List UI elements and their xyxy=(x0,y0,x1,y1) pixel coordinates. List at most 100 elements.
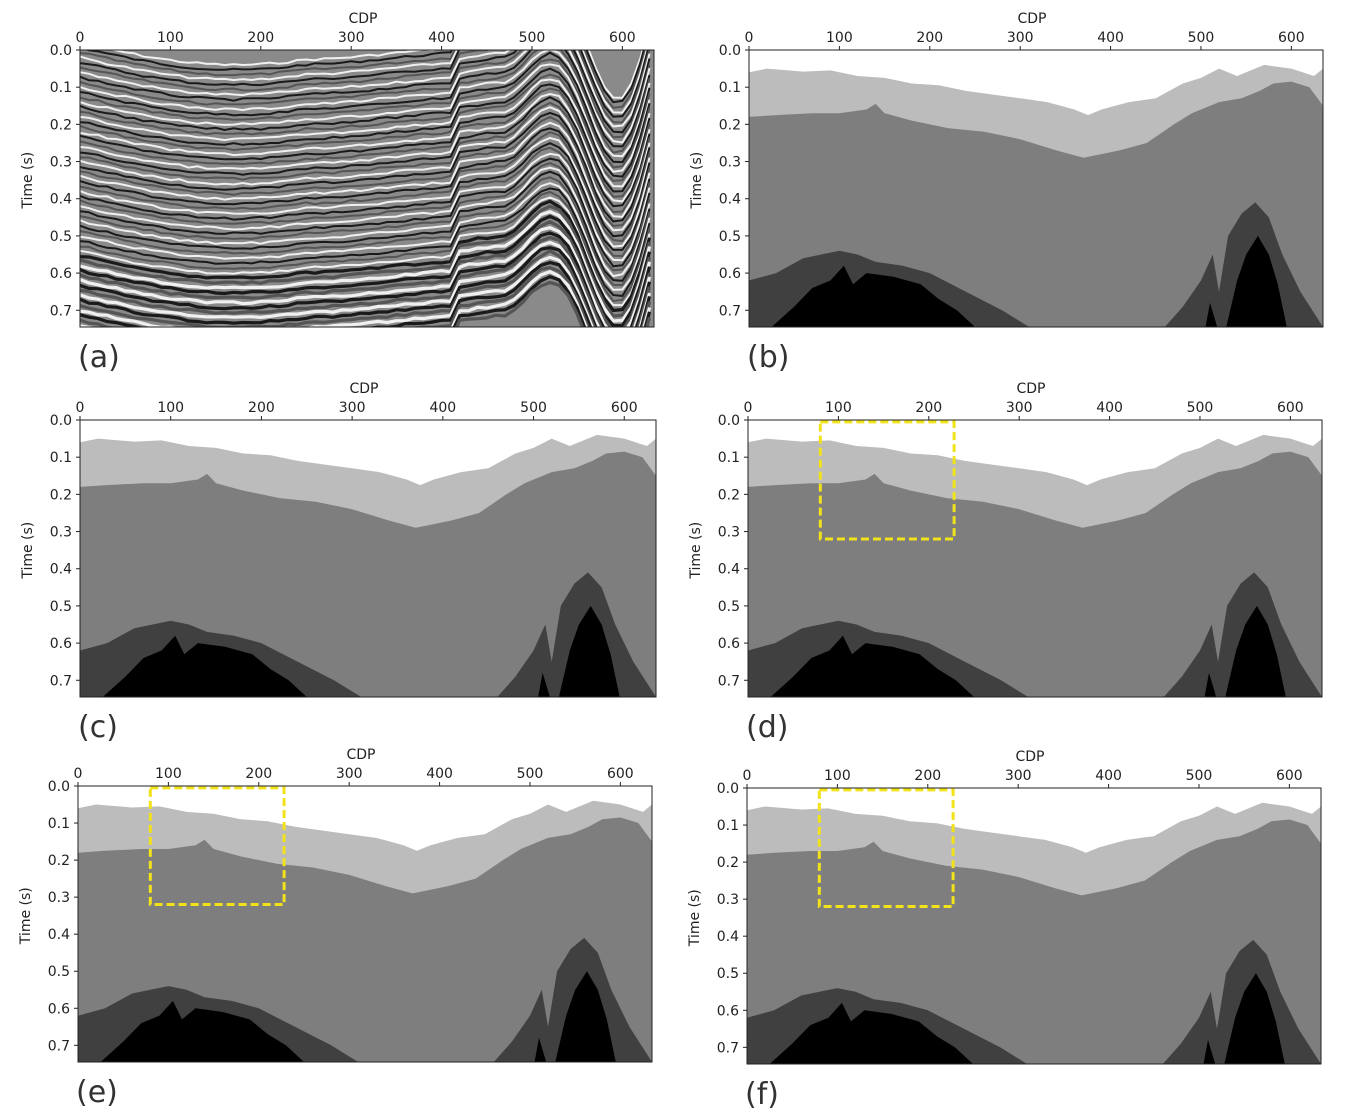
y-tick-label: 0.7 xyxy=(718,673,740,689)
y-tick-label: 0.5 xyxy=(718,599,740,615)
x-tick-label: 500 xyxy=(519,30,546,46)
panel-label: (e) xyxy=(76,1075,118,1110)
seismic-reflector xyxy=(80,209,652,323)
y-tick-label: 0.0 xyxy=(50,413,72,429)
y-tick-label: 0.5 xyxy=(48,964,70,980)
seismic-reflector xyxy=(80,226,652,327)
x-tick-label: 500 xyxy=(1186,768,1213,784)
layer-black-right xyxy=(1226,235,1287,327)
layer-black-right-small xyxy=(538,672,550,697)
seismic-reflector xyxy=(80,214,652,327)
x-tick-label: 200 xyxy=(914,768,941,784)
x-tick-label: 400 xyxy=(426,766,453,782)
x-tick-label: 200 xyxy=(915,400,942,416)
x-tick-label: 0 xyxy=(744,400,753,416)
y-tick-label: 0.0 xyxy=(48,779,70,795)
x-axis-title: CDP xyxy=(350,381,379,397)
y-tick-label: 0.1 xyxy=(718,450,740,466)
seismic-reflectors xyxy=(80,50,652,327)
x-tick-label: 200 xyxy=(248,400,275,416)
seismic-reflector xyxy=(80,78,651,188)
x-tick-label: 0 xyxy=(74,766,83,782)
y-tick-label: 0.3 xyxy=(48,890,70,906)
highlight-box xyxy=(818,420,956,541)
y-tick-label: 0.5 xyxy=(719,229,741,245)
seismic-reflector xyxy=(80,235,652,327)
seismic-reflector xyxy=(80,170,651,282)
panel-d: 0 100 200 300 400 500 600 CDP 0.0 0.1 0.2 0.3 0.4 0.5… xyxy=(688,381,1323,745)
x-tick-label: 600 xyxy=(607,766,634,782)
seismic-reflector xyxy=(80,146,651,258)
seismic-reflector xyxy=(80,50,647,109)
x-tick-label: 300 xyxy=(1007,30,1034,46)
layer-black-left xyxy=(100,1000,304,1062)
seismic-reflector xyxy=(80,115,651,227)
seismic-reflector xyxy=(80,101,651,214)
x-tick-label: 500 xyxy=(1187,400,1214,416)
y-tick-label: 0.6 xyxy=(48,1001,70,1017)
x-tick-label: 400 xyxy=(1096,400,1123,416)
layer-black-right-small xyxy=(1203,1039,1216,1064)
y-tick-label: 0.4 xyxy=(50,562,72,578)
x-tick-label: 500 xyxy=(517,766,544,782)
x-tick-label: 300 xyxy=(338,30,365,46)
seismic-reflector xyxy=(80,50,651,124)
y-axis-title: Time (s) xyxy=(688,522,704,580)
y-tick-label: 0.1 xyxy=(48,816,70,832)
seismic-reflector xyxy=(80,131,651,243)
x-axis-title: CDP xyxy=(347,747,376,763)
plot-frame xyxy=(77,785,653,1063)
x-tick-label: 300 xyxy=(1005,768,1032,784)
seismic-reflector xyxy=(80,255,652,327)
plot-frame xyxy=(79,419,657,698)
x-tick-label: 500 xyxy=(1188,30,1215,46)
y-tick-label: 0.6 xyxy=(718,636,740,652)
x-tick-label: 600 xyxy=(609,30,636,46)
y-axis-title: Time (s) xyxy=(687,889,703,947)
y-tick-label: 0.0 xyxy=(718,413,740,429)
seismic-reflector xyxy=(80,50,648,114)
layer-black-right xyxy=(555,971,616,1062)
seismic-reflector xyxy=(80,136,651,248)
seismic-reflector xyxy=(80,265,652,327)
y-tick-label: 0.5 xyxy=(50,229,72,245)
seismic-reflector xyxy=(80,92,651,203)
y-tick-label: 0.7 xyxy=(50,303,72,319)
y-tick-label: 0.4 xyxy=(719,192,741,208)
y-axis-title: Time (s) xyxy=(689,152,705,210)
seismic-reflector xyxy=(110,50,644,99)
seismic-reflector xyxy=(80,176,651,287)
y-tick-label: 0.0 xyxy=(717,781,739,797)
x-tick-label: 0 xyxy=(745,30,754,46)
seismic-reflector xyxy=(80,67,651,178)
panel-label: (a) xyxy=(78,340,120,375)
y-tick-label: 0.4 xyxy=(717,929,739,945)
seismic-reflector xyxy=(454,280,652,327)
x-tick-label: 200 xyxy=(247,30,274,46)
y-tick-label: 0.2 xyxy=(50,487,72,503)
x-tick-label: 400 xyxy=(1095,768,1122,784)
seismic-reflector xyxy=(80,121,651,232)
x-tick-label: 300 xyxy=(339,400,366,416)
y-tick-label: 0.1 xyxy=(717,818,739,834)
seismic-reflector xyxy=(80,50,651,134)
seismic-reflector xyxy=(452,274,652,327)
y-tick-label: 0.2 xyxy=(48,853,70,869)
y-axis-title: Time (s) xyxy=(20,522,36,580)
y-tick-label: 0.5 xyxy=(717,966,739,982)
seismic-reflector xyxy=(80,50,651,148)
y-axis-title: Time (s) xyxy=(18,887,34,945)
x-axis-title: CDP xyxy=(349,11,378,27)
x-tick-label: 300 xyxy=(1006,400,1033,416)
highlight-box xyxy=(148,786,286,907)
seismic-reflector xyxy=(80,269,652,327)
plot-frame xyxy=(79,49,655,328)
y-tick-label: 0.0 xyxy=(719,43,741,59)
y-tick-label: 0.6 xyxy=(50,636,72,652)
x-tick-label: 600 xyxy=(611,400,638,416)
x-tick-label: 600 xyxy=(1277,400,1304,416)
y-tick-label: 0.3 xyxy=(718,525,740,541)
x-tick-label: 100 xyxy=(157,400,184,416)
x-tick-label: 300 xyxy=(336,766,363,782)
x-tick-label: 200 xyxy=(916,30,943,46)
